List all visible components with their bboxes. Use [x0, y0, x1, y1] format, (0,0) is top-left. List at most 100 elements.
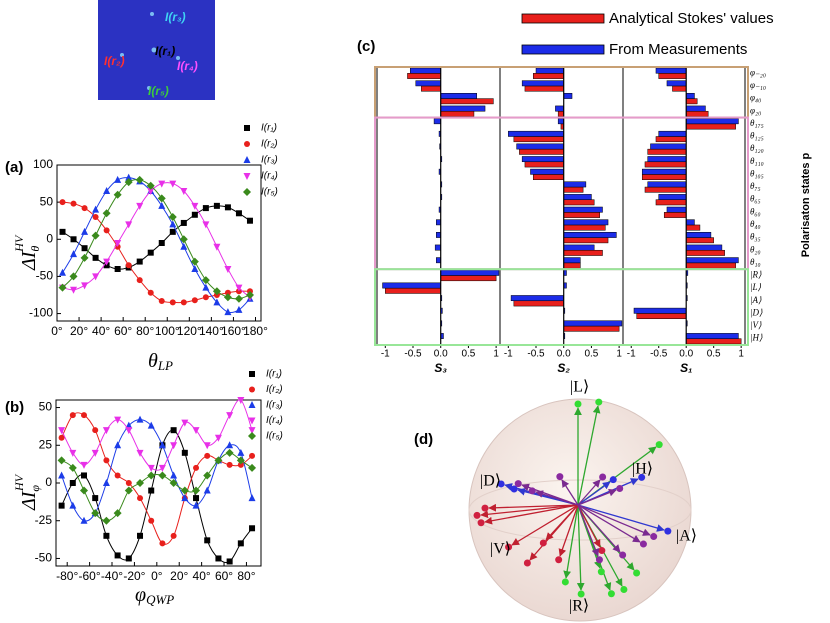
legend-label: I(r₂) — [261, 139, 278, 150]
x-tick-label: 40° — [92, 324, 110, 338]
marker — [244, 125, 250, 131]
marker — [169, 299, 176, 306]
marker — [248, 463, 257, 472]
marker — [148, 517, 155, 524]
marker — [136, 449, 144, 457]
x-tick-label: -1 — [504, 349, 513, 360]
sphere-label: |H⟩ — [632, 461, 653, 478]
marker — [102, 516, 111, 525]
state-arrow — [577, 504, 651, 536]
marker — [248, 401, 256, 408]
bar — [685, 123, 736, 130]
state-point — [595, 556, 603, 564]
marker — [201, 276, 210, 285]
marker — [192, 427, 200, 435]
category-label: θ₁₁₀ — [750, 156, 764, 166]
bar — [563, 320, 623, 327]
x-axis-label-sub: QWP — [146, 592, 174, 607]
bar — [563, 181, 587, 188]
marker — [213, 202, 220, 209]
state-arrow — [545, 504, 579, 541]
sphere-label: |R⟩ — [569, 598, 589, 615]
marker — [114, 552, 121, 559]
bar — [563, 262, 581, 269]
marker — [158, 464, 166, 472]
marker — [158, 441, 166, 449]
marker — [102, 427, 110, 435]
x-axis-label-base: φ — [135, 584, 146, 606]
x-tick-label: 100° — [155, 324, 180, 338]
x-tick-label: 140° — [199, 324, 224, 338]
bar — [672, 85, 687, 92]
state-point — [510, 485, 518, 493]
marker — [170, 442, 178, 450]
x-axis-label: S₃ — [434, 361, 447, 375]
marker — [226, 412, 234, 420]
marker — [103, 532, 110, 539]
marker — [102, 479, 110, 486]
state-arrow — [488, 503, 579, 512]
x-tick-label: 0.5 — [461, 349, 475, 360]
x-tick-label: 1 — [616, 349, 622, 360]
bar — [513, 300, 564, 307]
state-point — [639, 540, 647, 548]
marker — [235, 210, 242, 217]
bar — [421, 85, 441, 92]
state-arrow — [484, 504, 579, 525]
legend-label: I(r₄) — [266, 415, 283, 426]
x-tick-label: 80° — [136, 324, 154, 338]
bar — [685, 93, 695, 99]
state-point — [599, 473, 607, 481]
marker — [147, 471, 156, 480]
marker — [169, 228, 176, 235]
category-label: θ₆₅ — [750, 194, 761, 204]
marker — [180, 299, 187, 306]
bar — [382, 282, 441, 289]
legend-label: Analytical Stokes' values — [609, 10, 774, 27]
marker — [158, 180, 166, 188]
marker — [249, 525, 256, 532]
sphere-label: |L⟩ — [570, 379, 589, 396]
bar — [641, 168, 687, 175]
marker — [190, 257, 199, 266]
bar — [557, 118, 564, 125]
marker — [235, 305, 243, 313]
marker — [136, 479, 145, 487]
bar — [436, 257, 441, 264]
y-axis-label: Polarisaton states p — [800, 152, 812, 257]
marker — [136, 202, 144, 210]
legend-label: I(r₅) — [266, 431, 283, 442]
marker — [91, 509, 100, 518]
marker — [248, 494, 256, 502]
marker — [246, 217, 253, 224]
bar — [685, 262, 736, 269]
marker — [204, 452, 211, 459]
state-arrow — [577, 481, 611, 506]
state-arrow — [577, 488, 617, 506]
state-arrow — [577, 504, 600, 557]
x-tick-label: 80° — [237, 569, 255, 583]
bar — [519, 148, 564, 155]
state-point — [619, 551, 627, 559]
bar — [516, 143, 564, 150]
x-axis-label: θLP — [148, 350, 173, 373]
panel-label: (d) — [414, 431, 433, 448]
bar — [524, 161, 564, 168]
x-tick-label: 0° — [151, 569, 163, 583]
state-point — [481, 504, 489, 512]
marker — [58, 471, 66, 479]
state-arrow — [577, 504, 641, 543]
bar — [685, 237, 714, 244]
bar — [557, 110, 564, 117]
marker — [113, 509, 122, 518]
bar — [510, 295, 564, 302]
marker — [180, 242, 188, 250]
x-tick-label: 0.5 — [584, 349, 598, 360]
state-point — [577, 590, 585, 598]
state-arrow — [563, 504, 579, 579]
y-tick-label: -50 — [36, 269, 54, 283]
bar — [655, 136, 687, 143]
marker — [243, 188, 251, 196]
state-arrow — [577, 504, 665, 532]
